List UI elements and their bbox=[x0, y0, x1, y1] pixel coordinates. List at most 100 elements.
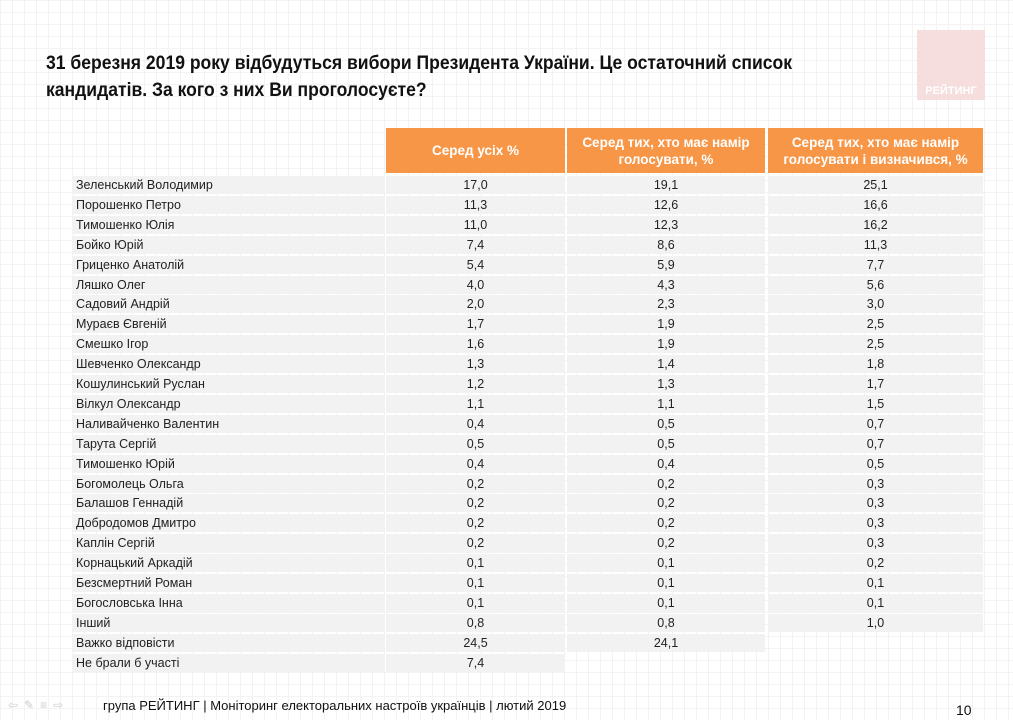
candidate-name: Каплін Сергій bbox=[72, 534, 384, 553]
value-cell: 1,7 bbox=[386, 315, 565, 334]
value-cell: 0,2 bbox=[768, 554, 983, 573]
value-cell: 1,3 bbox=[386, 355, 565, 374]
footer-text: група РЕЙТИНГ | Моніторинг електоральних… bbox=[103, 698, 567, 713]
candidate-name: Смешко Ігор bbox=[72, 335, 384, 354]
candidate-name: Садовий Андрій bbox=[72, 295, 384, 314]
value-cell: 12,6 bbox=[567, 195, 765, 214]
value-cell: 1,9 bbox=[567, 315, 765, 334]
value-cell: 1,5 bbox=[768, 394, 983, 413]
value-cell: 0,7 bbox=[768, 414, 983, 433]
value-cell: 0,2 bbox=[567, 514, 765, 533]
value-cell: 4,3 bbox=[567, 275, 765, 294]
value-cell: 0,1 bbox=[768, 593, 983, 612]
value-cell: 0,2 bbox=[386, 534, 565, 553]
value-cell: 1,1 bbox=[567, 394, 765, 413]
value-cell: 0,1 bbox=[386, 574, 565, 592]
value-cell: 0,2 bbox=[386, 494, 565, 513]
value-cell: 2,3 bbox=[567, 295, 765, 314]
value-cell: 0,2 bbox=[386, 514, 565, 533]
candidate-name: Гриценко Анатолій bbox=[72, 255, 384, 274]
value-cell: 0,4 bbox=[386, 454, 565, 473]
value-cell: 0,2 bbox=[386, 474, 565, 493]
column-header-decided: Серед тих, хто має намір голосувати і ви… bbox=[768, 128, 983, 173]
candidate-name: Ляшко Олег bbox=[72, 275, 384, 294]
value-cell: 7,4 bbox=[386, 235, 565, 254]
value-cell: 0,8 bbox=[567, 613, 765, 632]
candidate-name: Вілкул Олександр bbox=[72, 394, 384, 413]
value-cell: 0,3 bbox=[768, 474, 983, 493]
value-cell: 0,7 bbox=[768, 434, 983, 453]
value-cell: 0,2 bbox=[567, 494, 765, 513]
value-cell: 2,5 bbox=[768, 315, 983, 334]
value-cell: 1,1 bbox=[386, 394, 565, 413]
column-header-voters: Серед тих, хто має намір голосувати, % bbox=[567, 128, 765, 173]
value-cell: 0,2 bbox=[567, 474, 765, 493]
value-cell: 5,9 bbox=[567, 255, 765, 274]
slide-nav-icons[interactable]: ⇦✎≡⇨ bbox=[8, 698, 70, 712]
value-cell: 2,0 bbox=[386, 295, 565, 314]
slide-title: 31 березня 2019 року відбудуться вибори … bbox=[46, 52, 793, 101]
value-cell: 0,5 bbox=[386, 434, 565, 453]
candidate-name: Балашов Геннадій bbox=[72, 494, 384, 513]
value-cell: 25,1 bbox=[768, 176, 983, 194]
candidate-name: Зеленський Володимир bbox=[72, 176, 384, 194]
candidate-name: Безсмертний Роман bbox=[72, 574, 384, 592]
value-cell: 0,1 bbox=[567, 554, 765, 573]
rating-logo: РЕЙТИНГ bbox=[917, 30, 985, 100]
value-cell: 0,4 bbox=[386, 414, 565, 433]
value-cell: 11,0 bbox=[386, 215, 565, 234]
value-cell: 0,1 bbox=[567, 574, 765, 592]
candidate-name: Тимошенко Юлія bbox=[72, 215, 384, 234]
value-cell: 0,1 bbox=[386, 593, 565, 612]
value-cell: 11,3 bbox=[768, 235, 983, 254]
value-cell: 11,3 bbox=[386, 195, 565, 214]
value-cell: 1,7 bbox=[768, 375, 983, 393]
candidate-name: Тарута Сергій bbox=[72, 434, 384, 453]
value-cell: 0,2 bbox=[567, 534, 765, 553]
value-cell: 17,0 bbox=[386, 176, 565, 194]
candidate-name: Кошулинський Руслан bbox=[72, 375, 384, 393]
value-cell: 1,3 bbox=[567, 375, 765, 393]
value-cell: 0,8 bbox=[386, 613, 565, 632]
value-cell: 24,1 bbox=[567, 633, 765, 652]
value-cell: 0,1 bbox=[567, 593, 765, 612]
value-cell: 1,0 bbox=[768, 613, 983, 632]
value-cell: 0,5 bbox=[768, 454, 983, 473]
value-cell: 0,3 bbox=[768, 494, 983, 513]
candidate-name: Не брали б участі bbox=[72, 653, 384, 672]
value-cell: 0,4 bbox=[567, 454, 765, 473]
value-cell: 3,0 bbox=[768, 295, 983, 314]
value-cell: 5,6 bbox=[768, 275, 983, 294]
value-cell: 7,7 bbox=[768, 255, 983, 274]
candidate-name: Шевченко Олександр bbox=[72, 355, 384, 374]
candidate-name: Тимошенко Юрій bbox=[72, 454, 384, 473]
value-cell: 24,5 bbox=[386, 633, 565, 652]
value-cell: 1,8 bbox=[768, 355, 983, 374]
value-cell: 1,6 bbox=[386, 335, 565, 354]
value-cell: 19,1 bbox=[567, 176, 765, 194]
candidate-name: Важко відповісти bbox=[72, 633, 384, 652]
value-cell: 8,6 bbox=[567, 235, 765, 254]
candidate-name: Добродомов Дмитро bbox=[72, 514, 384, 533]
value-cell: 0,1 bbox=[386, 554, 565, 573]
candidate-name: Мураєв Євгеній bbox=[72, 315, 384, 334]
value-cell: 1,4 bbox=[567, 355, 765, 374]
logo-text: РЕЙТИНГ bbox=[925, 85, 977, 97]
candidate-name: Бойко Юрій bbox=[72, 235, 384, 254]
page-number: 10 bbox=[956, 702, 972, 718]
value-cell: 0,1 bbox=[768, 574, 983, 592]
candidate-name: Корнацький Аркадій bbox=[72, 554, 384, 573]
value-cell: 0,3 bbox=[768, 514, 983, 533]
value-cell: 16,2 bbox=[768, 215, 983, 234]
candidate-name: Інший bbox=[72, 613, 384, 632]
value-cell: 16,6 bbox=[768, 195, 983, 214]
value-cell: 4,0 bbox=[386, 275, 565, 294]
value-cell: 12,3 bbox=[567, 215, 765, 234]
value-cell: 5,4 bbox=[386, 255, 565, 274]
value-cell: 0,5 bbox=[567, 434, 765, 453]
value-cell: 0,5 bbox=[567, 414, 765, 433]
value-cell: 1,2 bbox=[386, 375, 565, 393]
candidate-name: Богословська Інна bbox=[72, 593, 384, 612]
value-cell: 1,9 bbox=[567, 335, 765, 354]
value-cell: 0,3 bbox=[768, 534, 983, 553]
